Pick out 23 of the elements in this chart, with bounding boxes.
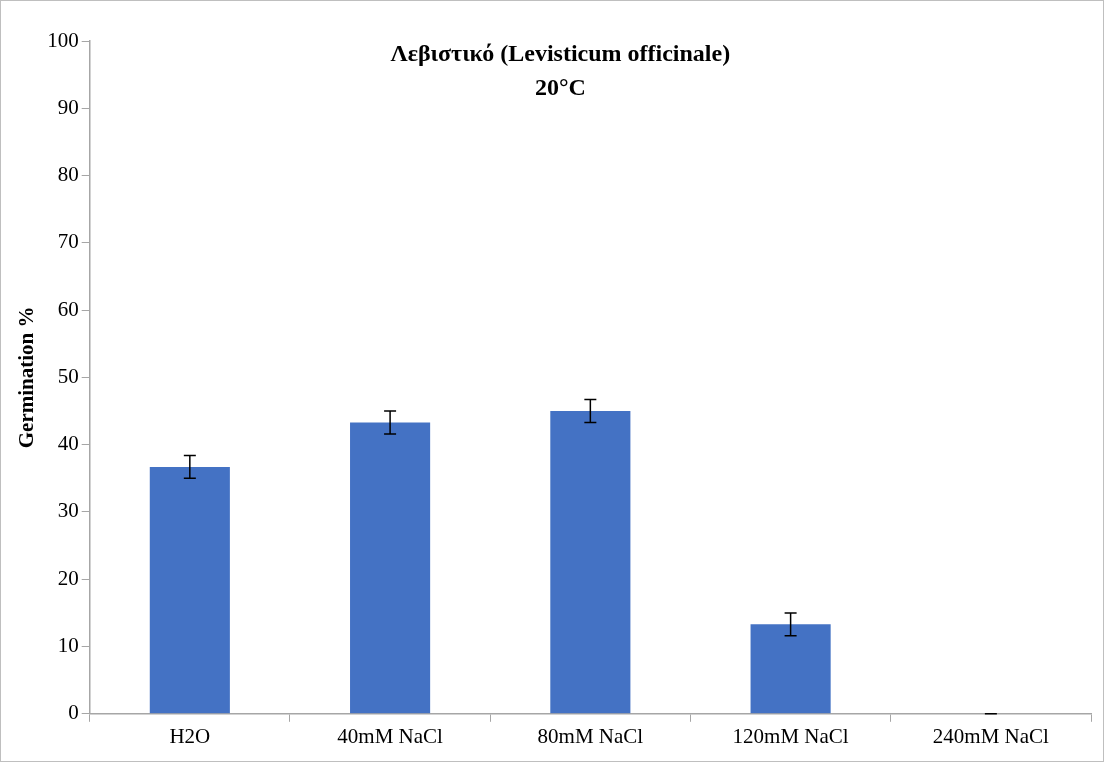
y-tick-label: 60 (57, 296, 79, 321)
x-tick-label: H2O (169, 723, 211, 748)
y-tick-label: 50 (57, 363, 79, 388)
chart-title: Λεβιστικό (Levisticum officinale) (390, 40, 731, 67)
y-axis-title: Germination % (14, 306, 39, 449)
y-tick-label: 100 (47, 27, 79, 52)
y-tick-label: 90 (57, 94, 79, 119)
bar (750, 624, 831, 714)
y-tick-label: 30 (57, 498, 79, 523)
x-tick-label: 120mM NaCl (732, 723, 849, 748)
x-tick-label: 240mM NaCl (932, 723, 1050, 748)
bar (149, 466, 230, 714)
x-tick-label: 80mM NaCl (537, 723, 644, 748)
y-tick-label: 20 (57, 565, 79, 590)
y-tick-label: 40 (57, 431, 79, 456)
y-tick-label: 0 (68, 700, 79, 725)
bar (550, 411, 631, 714)
bar (350, 422, 431, 714)
y-tick-label: 70 (57, 229, 79, 254)
y-tick-label: 80 (57, 162, 79, 187)
x-tick-label: 40mM NaCl (337, 723, 444, 748)
text: 20°C (534, 74, 586, 101)
y-tick-label: 10 (57, 633, 79, 658)
